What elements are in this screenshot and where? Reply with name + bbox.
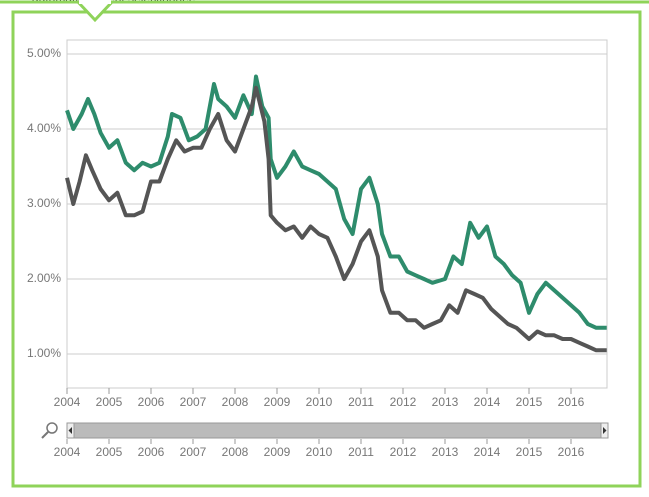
x-tick-label: 2005 (96, 395, 123, 409)
nav-tick-label: 2014 (474, 445, 501, 459)
nav-tick-label: 2005 (96, 445, 123, 459)
x-tick-label: 2006 (138, 395, 165, 409)
x-tick-label: 2010 (306, 395, 333, 409)
nav-tick-label: 2012 (390, 445, 417, 459)
series-line (65, 85, 607, 353)
x-tick-label: 2012 (390, 395, 417, 409)
nav-tick-label: 2007 (180, 445, 207, 459)
x-tick-label: 2011 (348, 395, 374, 409)
scroll-track[interactable] (66, 422, 609, 439)
frame (11, 10, 642, 488)
nav-tick-label: 2009 (264, 445, 291, 459)
scrollbar[interactable] (66, 422, 609, 439)
y-tick-label: 2.00% (27, 271, 61, 285)
y-tick-label: 3.00% (27, 196, 61, 210)
x-tick-label: 2014 (474, 395, 501, 409)
x-tick-label: 2004 (54, 395, 81, 409)
x-tick-label: 2015 (516, 395, 543, 409)
arrow-left (68, 427, 72, 434)
x-tick-label: 2007 (180, 395, 207, 409)
x-tick-label: 2016 (558, 395, 585, 409)
x-tick-label: 2009 (264, 395, 291, 409)
y-tick-label: 1.00% (27, 346, 61, 360)
nav-tick-label: 2011 (348, 445, 374, 459)
arrow-right (603, 427, 607, 434)
y-tick-label: 5.00% (27, 46, 61, 60)
zoom-icon[interactable] (41, 422, 58, 439)
nav-tick-label: 2016 (558, 445, 585, 459)
nav-tick-label: 2013 (432, 445, 459, 459)
nav-tick-label: 2015 (516, 445, 543, 459)
nav-tick-label: 2008 (222, 445, 249, 459)
nav-tick-label: 2006 (138, 445, 165, 459)
series-line (65, 74, 607, 330)
x-tick-label: 2008 (222, 395, 249, 409)
y-tick-label: 4.00% (27, 121, 61, 135)
nav-tick-label: 2004 (54, 445, 81, 459)
nav-tick-label: 2010 (306, 445, 333, 459)
x-tick-label: 2013 (432, 395, 459, 409)
plot-area (66, 39, 608, 389)
